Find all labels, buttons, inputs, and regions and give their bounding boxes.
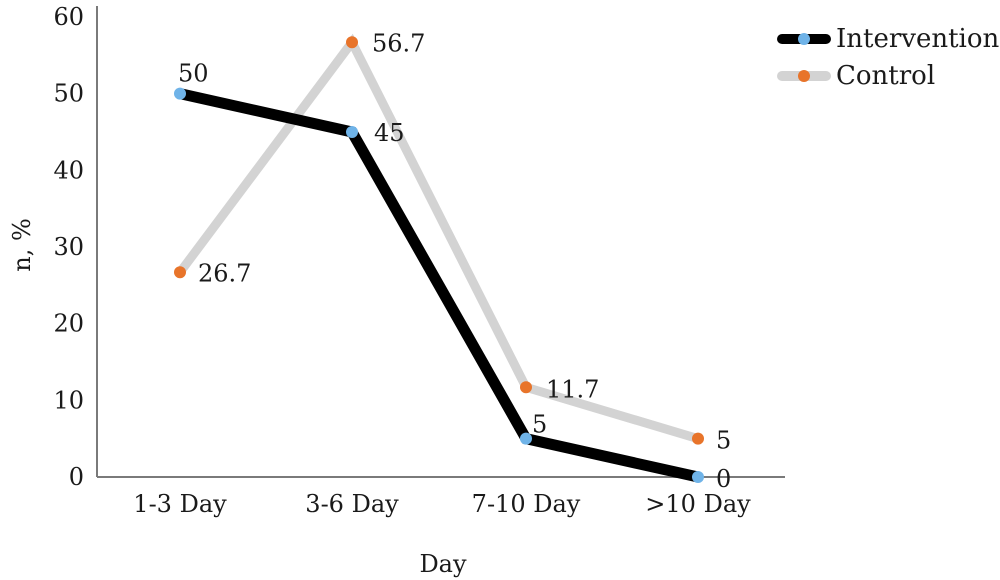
data-label-intervention: 0 <box>716 465 731 493</box>
x-tick-label: 1-3 Day <box>133 490 227 518</box>
series-line-intervention <box>178 88 700 483</box>
data-label-control: 5 <box>716 427 731 455</box>
data-point-intervention <box>692 471 704 483</box>
data-point-control <box>174 266 186 279</box>
legend-marker-control <box>798 70 810 82</box>
data-point-intervention <box>520 432 532 445</box>
data-point-control <box>520 381 532 394</box>
x-tick-label: 3-6 Day <box>305 490 399 518</box>
y-tick-label: 40 <box>53 156 84 184</box>
legend-label-intervention: Intervention <box>836 24 1000 54</box>
data-label-intervention: 5 <box>532 411 547 439</box>
data-label-control: 11.7 <box>546 375 599 403</box>
series-line-control <box>176 33 700 443</box>
x-tick-label: >10 Day <box>645 490 751 518</box>
y-tick-label: 20 <box>53 310 84 338</box>
legend-item-intervention: Intervention <box>777 24 1000 54</box>
y-tick-labels: 0 10 20 30 40 50 60 <box>53 3 84 491</box>
data-point-control <box>346 36 358 49</box>
series-lines <box>176 33 700 483</box>
y-tick-label: 50 <box>53 80 84 108</box>
y-tick-label: 30 <box>53 233 84 261</box>
legend-label-control: Control <box>836 61 935 91</box>
series-markers <box>174 36 704 483</box>
y-tick-label: 10 <box>53 386 84 414</box>
y-tick-label: 0 <box>69 463 84 491</box>
legend-item-control: Control <box>777 61 935 91</box>
data-label-control: 26.7 <box>198 259 251 287</box>
data-label-intervention: 50 <box>178 60 209 88</box>
data-point-control <box>692 432 704 445</box>
data-point-intervention <box>346 126 358 138</box>
legend-marker-intervention <box>798 33 810 45</box>
legend: Intervention Control <box>777 24 1000 91</box>
data-label-control: 56.7 <box>372 29 425 57</box>
x-tick-label: 7-10 Day <box>472 490 581 518</box>
data-point-intervention <box>174 87 186 100</box>
x-tick-labels: 1-3 Day 3-6 Day 7-10 Day >10 Day <box>133 490 751 518</box>
data-label-intervention: 45 <box>374 119 405 147</box>
y-tick-label: 60 <box>53 3 84 31</box>
x-axis-title: Day <box>419 550 467 578</box>
y-axis-title: n, % <box>8 218 36 272</box>
